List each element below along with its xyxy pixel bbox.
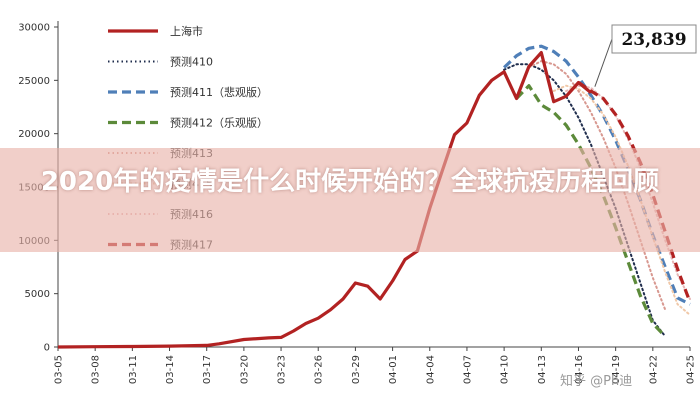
callout-box: [611, 24, 697, 54]
x-tick-label: 04-25: [686, 355, 697, 384]
x-tick-label: 04-16: [574, 355, 585, 384]
y-tick-label: 0: [44, 343, 50, 354]
x-tick-label: 04-07: [462, 355, 473, 384]
x-tick-label: 03-08: [91, 355, 102, 384]
y-tick-label: 5000: [25, 289, 50, 300]
x-tick-label: 03-20: [239, 355, 250, 384]
watermark: 知乎 @Ph迪: [560, 374, 633, 389]
x-tick-label: 03-23: [277, 355, 288, 384]
legend-label-3: 预测412（乐观版）: [170, 116, 268, 130]
x-tick-label: 04-10: [500, 355, 511, 384]
x-tick-label: 04-13: [537, 355, 548, 384]
x-tick-label: 03-29: [351, 355, 362, 384]
y-tick-label: 25000: [18, 76, 50, 87]
x-tick-label: 03-17: [202, 355, 213, 384]
x-tick-label: 04-22: [648, 355, 659, 384]
x-tick-label: 03-05: [54, 355, 65, 384]
legend-label-2: 预测411（悲观版）: [170, 85, 268, 99]
callout-value: 23,839: [621, 30, 686, 50]
x-tick-label: 04-04: [425, 355, 436, 384]
y-tick-label: 20000: [18, 129, 50, 140]
series-line-0: [57, 51, 592, 349]
callout-leader: [594, 38, 613, 87]
series-line-4: [527, 60, 667, 311]
x-tick-label: 04-01: [388, 355, 399, 384]
legend-label-0: 上海市: [170, 24, 203, 38]
x-tick-label: 03-14: [165, 355, 176, 384]
title-banner: [0, 148, 700, 252]
series-line-3: [515, 84, 667, 338]
x-tick-label: 04-19: [611, 355, 622, 384]
legend-label-1: 预测410: [170, 56, 213, 69]
callout-annotation: 23,839: [594, 24, 697, 87]
banner-title: 2020年的疫情是什么时候开始的？全球抗疫历程回顾: [40, 167, 660, 197]
x-tick-label: 03-11: [128, 355, 139, 384]
x-tick-label: 03-26: [314, 355, 325, 384]
y-tick-label: 30000: [18, 23, 50, 34]
